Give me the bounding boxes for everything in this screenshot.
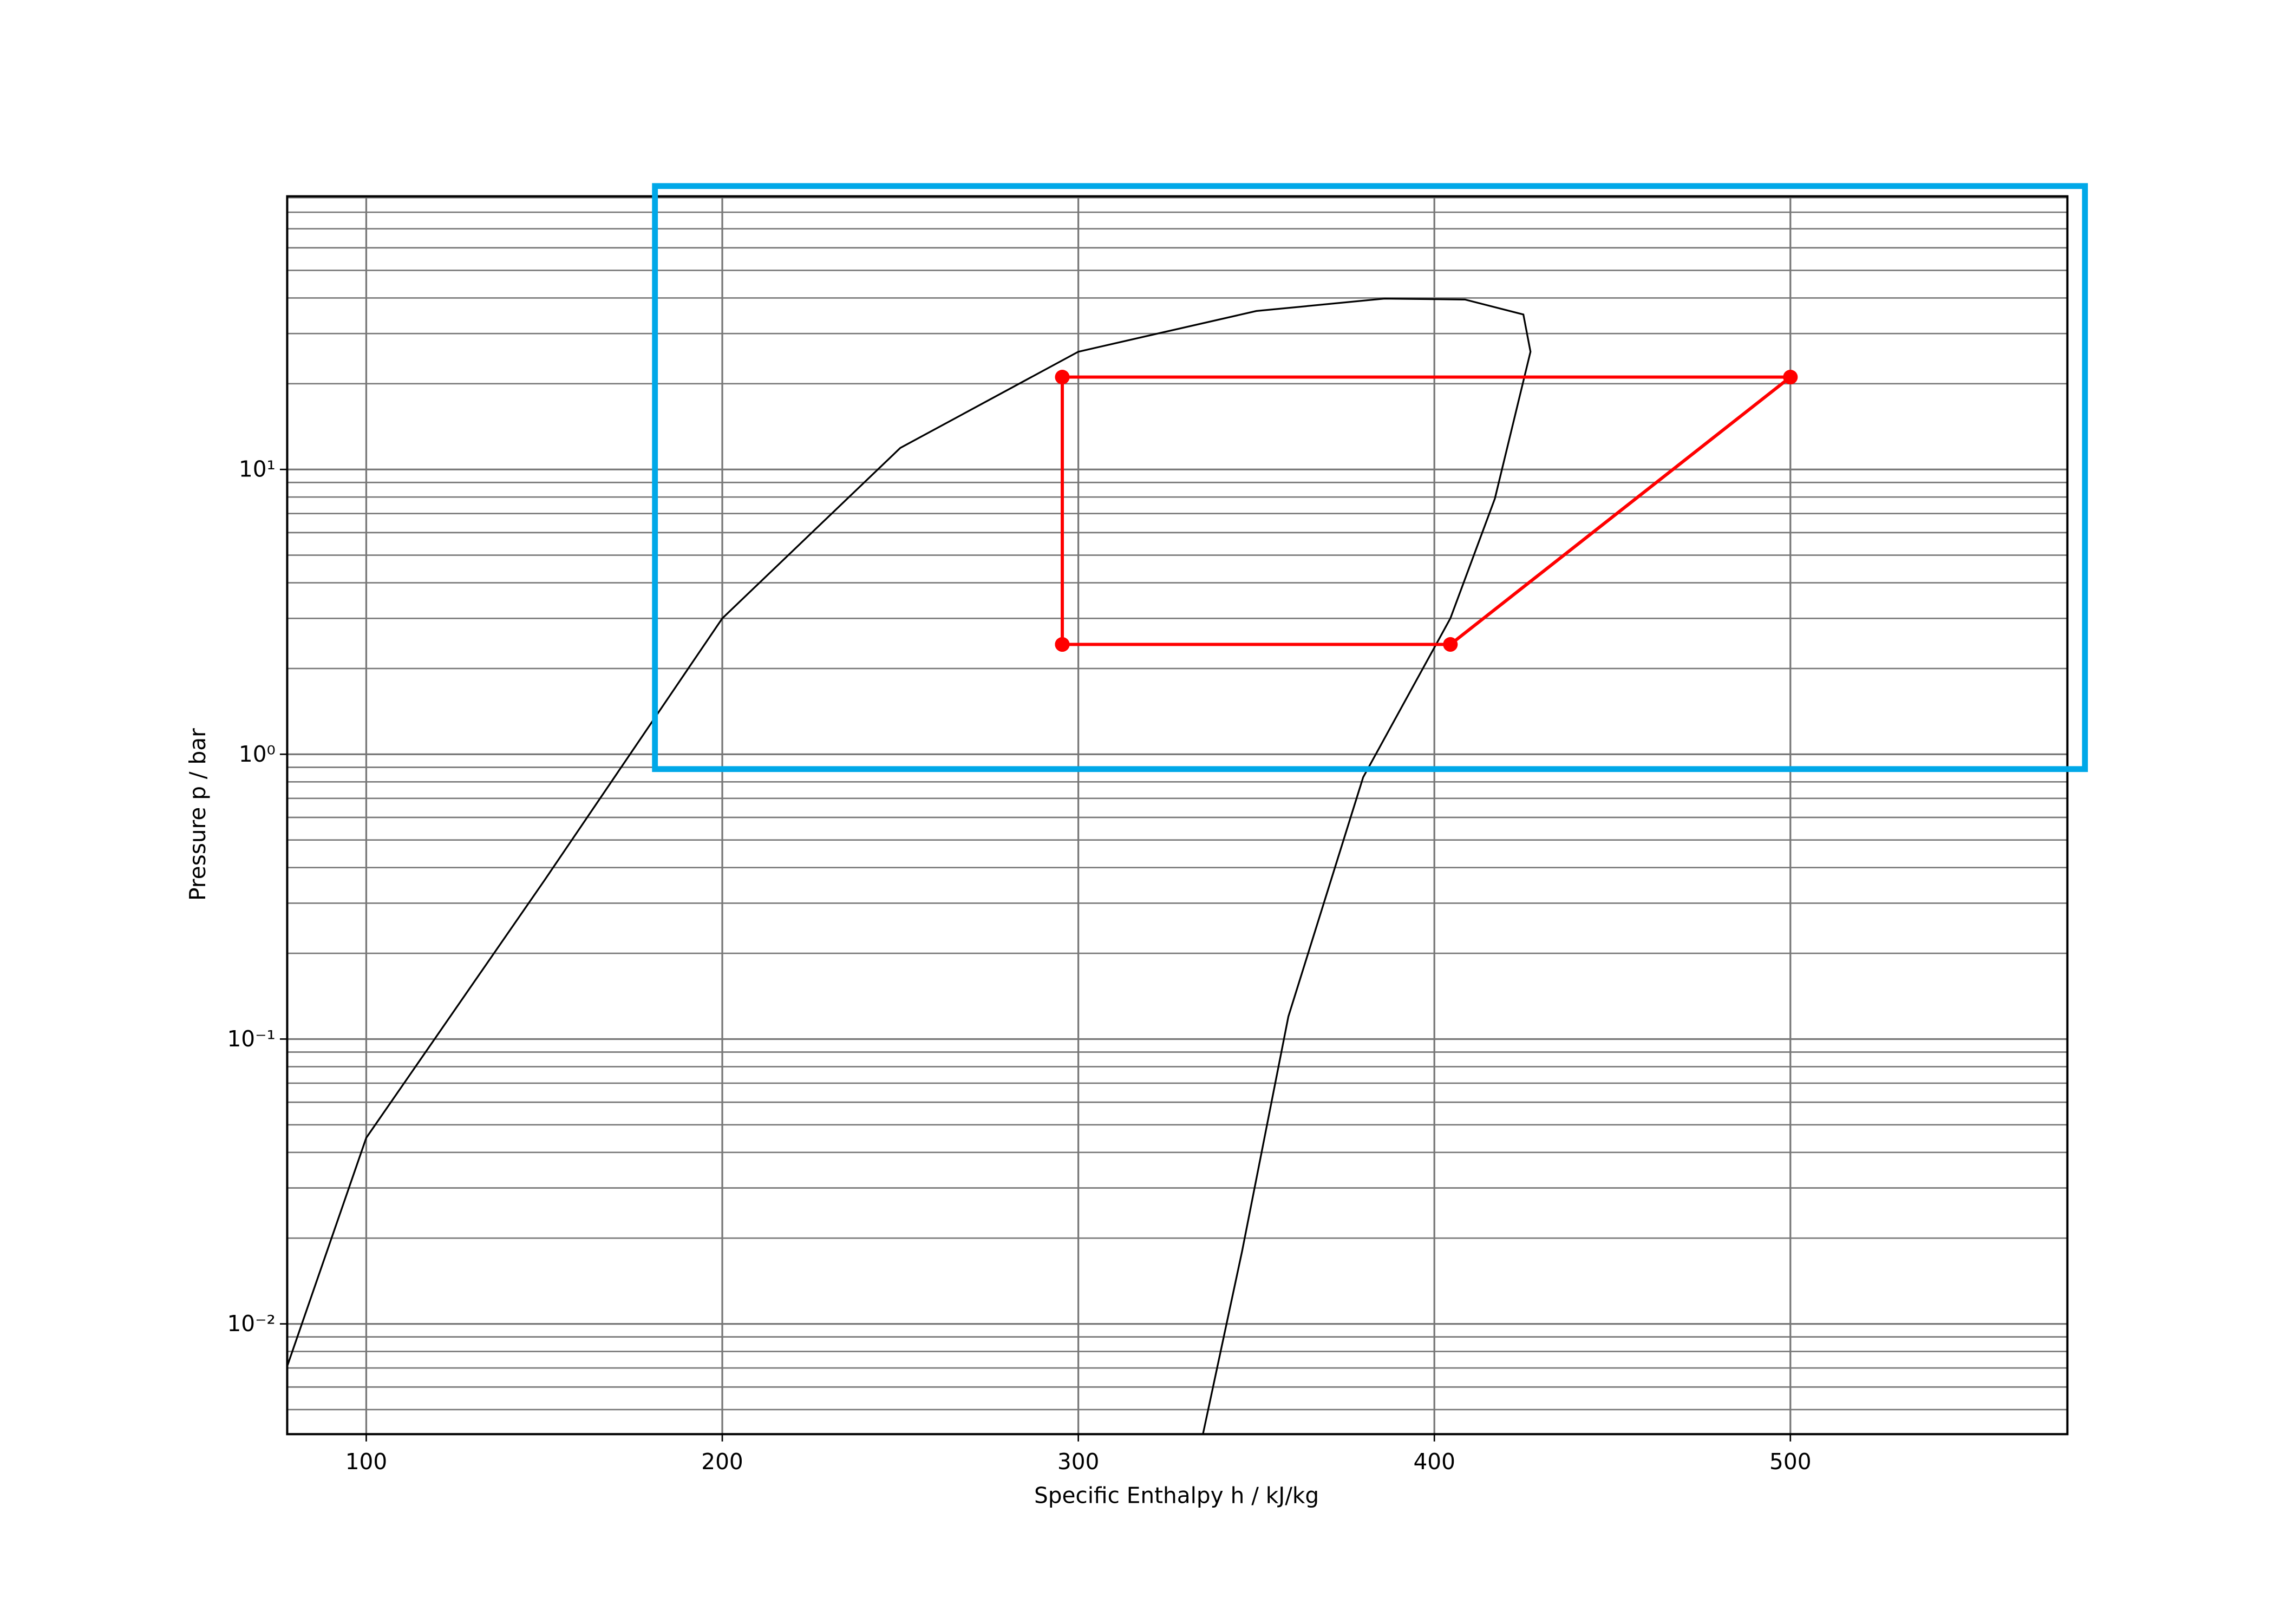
- y-tick-label: 10¹: [239, 456, 276, 482]
- series-line: [1061, 375, 1795, 646]
- y-tick-label: 10⁰: [239, 741, 276, 767]
- plot-frame: [286, 195, 2069, 1436]
- y-axis-label: Pressure p / bar: [185, 728, 211, 901]
- y-tick-label: 10⁻¹: [227, 1026, 275, 1052]
- x-tick-label: 500: [1769, 1449, 1811, 1475]
- highlight-box: [652, 183, 2088, 772]
- x-tick-label: 400: [1413, 1449, 1455, 1475]
- series-line: [286, 297, 1532, 1435]
- y-tick-label: 10⁻²: [227, 1311, 275, 1337]
- point: [1055, 637, 1070, 652]
- x-tick-label: 300: [1057, 1449, 1099, 1475]
- point: [1055, 370, 1070, 385]
- x-axis-label: Specific Enthalpy h / kJ/kg: [1034, 1482, 1319, 1508]
- point: [1443, 637, 1458, 652]
- x-tick-label: 100: [345, 1449, 387, 1475]
- point: [1783, 370, 1798, 385]
- x-tick-label: 200: [701, 1449, 743, 1475]
- plot-area: [286, 297, 1798, 1435]
